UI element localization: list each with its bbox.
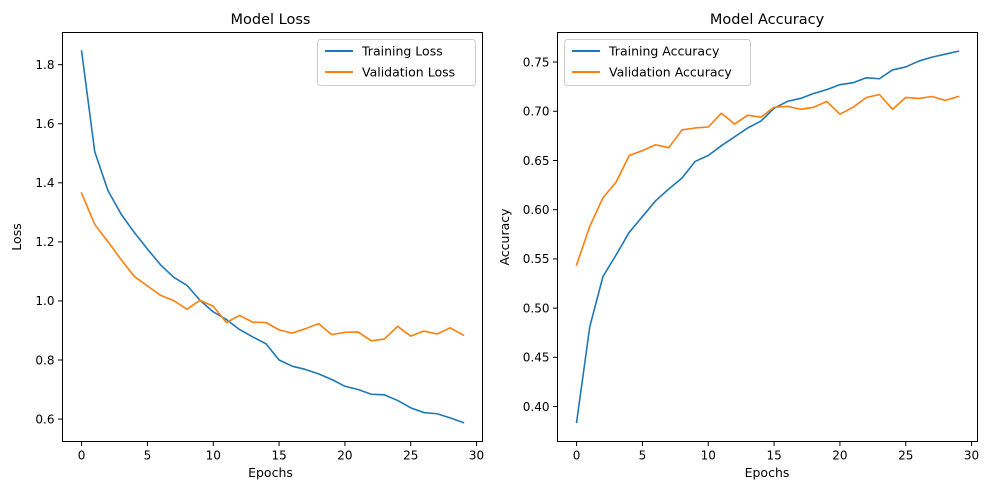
accuracy-chart-ylabel: Accuracy: [497, 208, 512, 266]
accuracy-chart-frame: [557, 32, 978, 442]
accuracy-xtick-label: 30: [964, 449, 979, 463]
loss-ytick-label: 1.6: [35, 117, 54, 131]
accuracy-xtick-label: 10: [701, 449, 716, 463]
loss-xtick-label: 10: [206, 449, 221, 463]
accuracy-chart-xlabel: Epochs: [745, 465, 790, 480]
loss-chart-xlabel: Epochs: [248, 465, 293, 480]
accuracy-ytick-label: 0.60: [523, 203, 550, 217]
loss-validation-line: [80, 192, 465, 342]
loss-xtick-label: 0: [78, 449, 86, 463]
accuracy-xtick-label: 25: [898, 449, 913, 463]
accuracy-ytick-label: 0.45: [523, 351, 550, 365]
accuracy-xtick-label: 20: [832, 449, 847, 463]
accuracy-validation-line: [575, 93, 960, 266]
loss-ytick-label: 0.6: [35, 412, 54, 426]
accuracy-ytick-label: 0.65: [523, 154, 550, 168]
loss-ytick-label: 1.8: [35, 58, 54, 72]
loss-ytick-label: 1.4: [35, 176, 54, 190]
loss-xtick-label: 25: [403, 449, 418, 463]
loss-xtick-label: 15: [271, 449, 286, 463]
loss-ytick-label: 0.8: [35, 353, 54, 367]
loss-xtick-label: 20: [337, 449, 352, 463]
loss-chart-legend: Training Loss Validation Loss: [317, 39, 476, 86]
accuracy-ytick-label: 0.75: [523, 55, 550, 69]
accuracy-xtick-label: 0: [573, 449, 581, 463]
loss-xtick-label: 5: [144, 449, 152, 463]
loss-ytick-label: 1.2: [35, 235, 54, 249]
loss-chart-frame: [62, 32, 483, 442]
accuracy-chart-legend: Training Accuracy Validation Accuracy: [564, 39, 751, 86]
loss-legend-box: [317, 39, 476, 86]
accuracy-legend-box: [564, 39, 751, 86]
loss-chart-plot: 0 5 10 15 20 25 30 0.6 0.8 1.0 1.2 1.4 1.6 1.8: [35, 50, 484, 463]
accuracy-chart-title: Model Accuracy: [710, 12, 825, 28]
accuracy-chart-plot: 0 5 10 15 20 25 30 0.40 0.45 0.50 0.55 0.60 0.65 0.70…: [523, 50, 979, 463]
loss-chart-title: Model Loss: [231, 12, 311, 28]
loss-chart-ylabel: Loss: [9, 223, 24, 250]
accuracy-ytick-label: 0.50: [523, 301, 550, 315]
loss-chart: Model Loss Epochs Loss 0 5 10 15 20 25 30 0.6 0.…: [9, 12, 484, 480]
accuracy-ytick-label: 0.55: [523, 252, 550, 266]
loss-training-line: [80, 50, 465, 424]
loss-ytick-label: 1.0: [35, 294, 54, 308]
accuracy-xtick-label: 15: [766, 449, 781, 463]
loss-legend-label-validation: Validation Loss: [362, 65, 455, 80]
accuracy-ytick-label: 0.70: [523, 105, 550, 119]
accuracy-chart: Model Accuracy Epochs Accuracy 0 5 10 15 20 2…: [497, 12, 979, 480]
accuracy-xtick-label: 5: [639, 449, 647, 463]
loss-legend-label-training: Training Loss: [361, 44, 443, 59]
accuracy-ytick-label: 0.40: [523, 400, 550, 414]
accuracy-training-line: [575, 50, 960, 424]
loss-xtick-label: 30: [469, 449, 484, 463]
accuracy-legend-label-training: Training Accuracy: [608, 44, 720, 59]
accuracy-legend-label-validation: Validation Accuracy: [609, 65, 732, 80]
